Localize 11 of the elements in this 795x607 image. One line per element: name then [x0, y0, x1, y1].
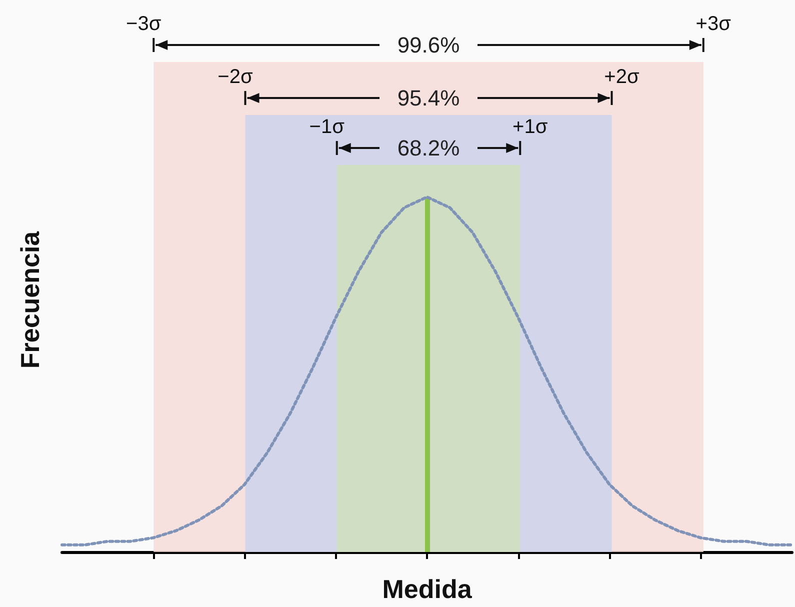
y-axis-title: Frecuencia [15, 230, 45, 369]
text: −2σ [218, 66, 254, 88]
text: −1σ [309, 116, 346, 138]
x-axis-title: Medida [382, 574, 472, 604]
text: 95.4% [397, 86, 460, 110]
text: +2σ [604, 66, 640, 88]
text: 99.6% [397, 32, 460, 58]
text: 68.2% [397, 136, 460, 160]
text: +1σ [512, 116, 548, 138]
text: −3σ [126, 13, 162, 35]
text: +3σ [696, 13, 732, 35]
